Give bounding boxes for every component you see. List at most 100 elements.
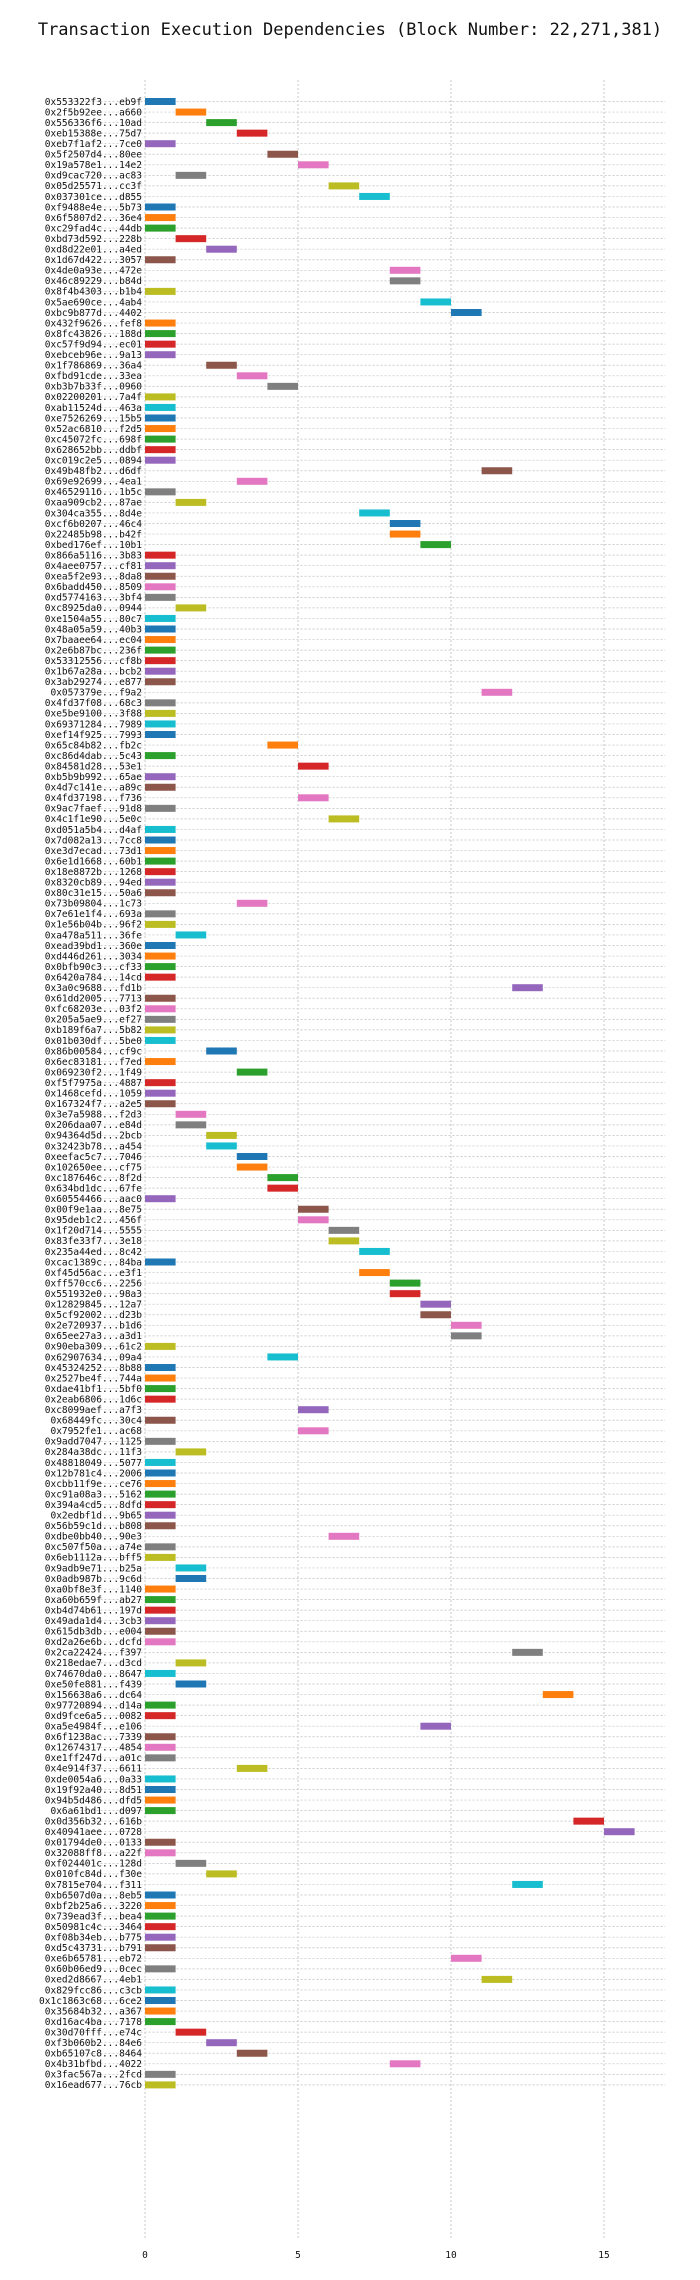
y-tick-label: 0x5cf92002...d23b: [45, 1310, 143, 1321]
transaction-bar: [145, 1596, 176, 1604]
y-tick-label: 0x56b59c1d...b808: [45, 1521, 143, 1532]
transaction-bar: [420, 1300, 451, 1308]
transaction-bar: [145, 699, 176, 707]
y-tick-label: 0xfbd91cde...33ea: [45, 371, 142, 382]
transaction-bar: [145, 551, 176, 559]
transaction-bar: [145, 287, 176, 295]
y-tick-label: 0x556336f6...10ad: [45, 118, 142, 129]
y-tick-label: 0xcf6b0207...46c4: [45, 519, 143, 530]
transaction-bar: [145, 614, 176, 622]
transaction-bar: [389, 2060, 421, 2068]
y-tick-label: 0xb6507d0a...8eb5: [45, 1890, 142, 1901]
transaction-bar: [175, 1680, 207, 1688]
transaction-bar: [236, 372, 268, 380]
transaction-bar: [175, 1110, 207, 1118]
transaction-bar: [145, 1385, 176, 1393]
y-tick-label: 0x5f2507d4...80ee: [45, 150, 143, 161]
transaction-bar: [145, 1100, 176, 1108]
y-tick-label: 0xed2d8667...4eb1: [45, 1975, 143, 1986]
transaction-bar: [298, 1216, 329, 1224]
transaction-bar: [298, 161, 329, 169]
y-tick-label: 0x4aee0757...cf81: [45, 561, 143, 572]
transaction-bar: [145, 1796, 176, 1804]
transaction-bar: [145, 98, 176, 105]
transaction-bar: [206, 1131, 237, 1139]
transaction-bar: [145, 1997, 176, 2004]
transaction-bar: [451, 1321, 482, 1329]
y-tick-label: 0x2f5b92ee...a660: [45, 107, 143, 118]
transaction-bar: [236, 129, 268, 137]
y-tick-label: 0x304ca355...8d4e: [45, 508, 143, 519]
y-tick-label: 0x037301ce...d855: [45, 192, 142, 203]
y-tick-label: 0x551932e0...98a3: [45, 1289, 142, 1300]
transaction-bar: [145, 256, 176, 264]
y-tick-label: 0x3e7a5988...f2d3: [45, 1110, 142, 1121]
y-tick-label: 0xc91a08a3...5162: [45, 1489, 142, 1500]
y-tick-label: 0x8fc43826...188d: [45, 329, 142, 340]
transaction-bar: [145, 952, 176, 960]
y-tick-label: 0x6f1238ac...7339: [45, 1732, 143, 1743]
y-tick-label: 0xb189f6a7...5b82: [45, 1025, 142, 1036]
transaction-bar: [145, 1775, 176, 1783]
transaction-bar: [145, 657, 176, 665]
y-tick-label: 0x1468cefd...1059: [45, 1089, 143, 1100]
transaction-bar: [145, 1511, 176, 1519]
y-tick-label: 0x4fd37f08...68c3: [45, 698, 142, 709]
y-tick-label: 0xb5b9b992...65ae: [45, 772, 143, 783]
y-tick-label: 0x02200201...7a4f: [45, 392, 142, 403]
y-tick-label: 0x218edae7...d3cd: [45, 1658, 142, 1669]
transaction-bar: [236, 477, 268, 485]
transaction-bar: [145, 847, 176, 855]
transaction-bar: [206, 245, 237, 253]
y-tick-label: 0xc45072fc...698f: [45, 434, 142, 445]
transaction-bar: [145, 857, 176, 865]
y-tick-label: 0x69e92699...4ea1: [45, 477, 143, 488]
transaction-bar: [145, 1416, 176, 1424]
y-tick-label: 0x1f786869...36a4: [45, 361, 143, 372]
transaction-bar: [145, 994, 176, 1002]
transaction-bar: [145, 1058, 176, 1066]
transaction-bar: [175, 1659, 207, 1667]
transaction-bar: [175, 235, 207, 243]
y-tick-label: 0x32088ff8...a22f: [45, 1848, 142, 1859]
y-tick-label: 0xab11524d...463a: [45, 403, 142, 414]
transaction-bar: [328, 1226, 360, 1234]
transaction-bar: [145, 1986, 176, 1994]
transaction-bar: [328, 1237, 360, 1245]
y-tick-label: 0x4b31bfbd...4022: [45, 2059, 142, 2070]
transaction-bar: [145, 1469, 176, 1477]
transaction-bar: [206, 119, 237, 127]
transaction-bar: [145, 1786, 176, 1793]
transaction-bar: [145, 889, 176, 897]
transaction-bar: [145, 804, 176, 812]
transaction-bar: [145, 1912, 176, 1920]
y-tick-label: 0xeefac5c7...7046: [45, 1152, 143, 1163]
y-tick-label: 0xe5be9100...3f88: [45, 709, 143, 720]
transaction-bar: [145, 973, 176, 981]
transaction-bar: [145, 414, 176, 422]
y-tick-label: 0xbd73d592...228b: [45, 234, 143, 245]
y-tick-label: 0x6badd450...8509: [45, 582, 143, 593]
y-tick-label: 0xf3b060b2...84e6: [45, 2038, 143, 2049]
transaction-bar: [145, 1195, 176, 1203]
y-tick-label: 0x69371284...7989: [45, 719, 143, 730]
transaction-bar: [145, 1743, 176, 1751]
y-tick-label: 0x205a5ae9...ef27: [45, 1015, 142, 1026]
y-tick-label: 0xd446d261...3034: [45, 951, 143, 962]
transaction-bar: [145, 1902, 176, 1910]
y-tick-label: 0x3ab29274...e877: [45, 677, 142, 688]
transaction-bar: [145, 224, 176, 232]
transaction-bar: [145, 678, 176, 686]
transaction-bar: [145, 1395, 176, 1403]
transaction-bar: [267, 741, 298, 749]
y-tick-label: 0x1b67a28a...bcb2: [45, 667, 142, 678]
y-tick-label: 0x4c1f1e90...5e0c: [45, 814, 142, 825]
y-tick-label: 0x53312556...cf8b: [45, 656, 143, 667]
transaction-bar: [145, 1754, 176, 1762]
transaction-bar: [389, 1290, 421, 1298]
y-tick-label: 0x4de0a93e...472e: [45, 266, 143, 277]
y-tick-label: 0x4e914f37...6611: [45, 1764, 143, 1775]
y-tick-label: 0xe1ff247d...a01c: [45, 1753, 142, 1764]
y-tick-label: 0x3fac567a...2fcd: [45, 2070, 142, 2081]
y-tick-label: 0x829fcc86...c3cb: [45, 1985, 143, 1996]
